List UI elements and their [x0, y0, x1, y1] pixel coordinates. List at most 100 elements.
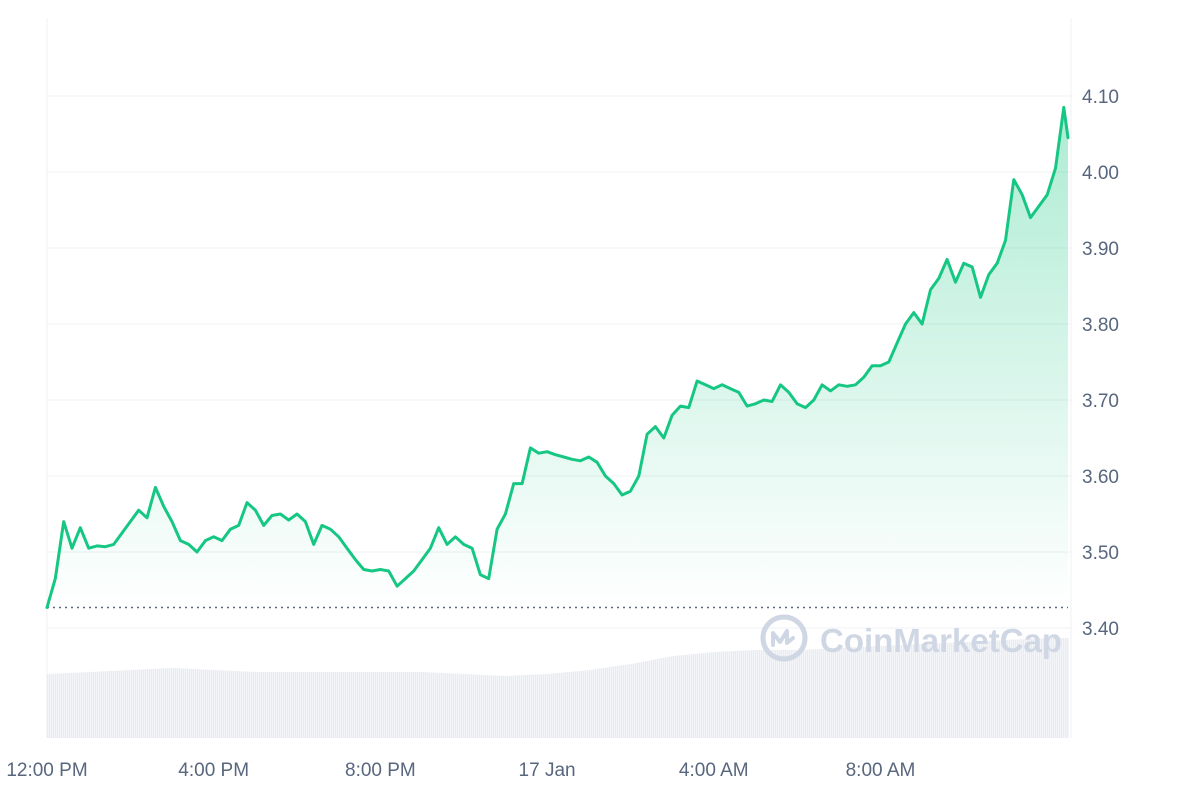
volume-bar [941, 643, 943, 738]
volume-bar [715, 651, 717, 738]
volume-bar [49, 673, 51, 738]
volume-bar [405, 672, 407, 738]
volume-bar [181, 668, 183, 738]
volume-bar [607, 667, 609, 738]
volume-bar [565, 672, 567, 738]
volume-bar [811, 649, 813, 738]
volume-bar [453, 673, 455, 738]
volume-bar [189, 668, 191, 738]
volume-bar [101, 671, 103, 738]
volume-bar [691, 654, 693, 738]
volume-bar [289, 672, 291, 738]
volume-bar [105, 671, 107, 738]
volume-bar [605, 667, 607, 738]
volume-bar [729, 651, 731, 738]
volume-bar [823, 648, 825, 738]
volume-bar [229, 670, 231, 738]
volume-bar [657, 658, 659, 738]
volume-bar [853, 647, 855, 738]
volume-bar [869, 646, 871, 738]
volume-bar [695, 653, 697, 738]
volume-bar [415, 672, 417, 738]
volume-bar [649, 660, 651, 738]
volume-bar [671, 656, 673, 738]
volume-bar [353, 672, 355, 738]
volume-bar [683, 654, 685, 738]
volume-bar [237, 671, 239, 738]
volume-bar [417, 672, 419, 738]
volume-bar [241, 671, 243, 738]
volume-bar [753, 650, 755, 738]
volume-bar [1001, 640, 1003, 738]
volume-bar [541, 674, 543, 738]
volume-bar [675, 655, 677, 738]
volume-bar [553, 673, 555, 738]
volume-bar [57, 673, 59, 738]
volume-bar [131, 669, 133, 738]
volume-bar [909, 644, 911, 738]
volume-bar [211, 669, 213, 738]
volume-bar [495, 675, 497, 738]
volume-bar [407, 672, 409, 738]
volume-bar [885, 645, 887, 738]
volume-bar [875, 646, 877, 738]
volume-bar [971, 641, 973, 738]
volume-bar [845, 647, 847, 738]
volume-bar [743, 650, 745, 738]
volume-bar [985, 640, 987, 738]
volume-bar [679, 655, 681, 738]
volume-bar [379, 672, 381, 738]
volume-bar [559, 672, 561, 738]
volume-bar [97, 671, 99, 738]
volume-bar [283, 672, 285, 738]
volume-bar [893, 645, 895, 738]
volume-bar [959, 642, 961, 738]
volume-bar [465, 674, 467, 738]
volume-bar [841, 647, 843, 738]
volume-bar [773, 650, 775, 738]
volume-bar [157, 668, 159, 738]
volume-bar [791, 650, 793, 738]
volume-bar [709, 652, 711, 738]
volume-bar [127, 670, 129, 738]
volume-bar [89, 671, 91, 738]
volume-bar [1035, 638, 1037, 738]
volume-bar [635, 663, 637, 738]
volume-bar [505, 675, 507, 738]
volume-bar [1049, 638, 1051, 738]
volume-bar [155, 668, 157, 738]
volume-bar [455, 673, 457, 738]
volume-bar [477, 674, 479, 738]
volume-bar [511, 675, 513, 738]
volume-bar [209, 669, 211, 738]
volume-bar [485, 675, 487, 738]
volume-bar [855, 647, 857, 738]
volume-bar [473, 674, 475, 738]
volume-bar [369, 672, 371, 738]
volume-bar [143, 669, 145, 738]
volume-bar [703, 653, 705, 738]
volume-bar [651, 660, 653, 738]
volume-bar [285, 672, 287, 738]
volume-bar [425, 672, 427, 738]
volume-bar [373, 672, 375, 738]
volume-bar [615, 666, 617, 738]
volume-bar [527, 674, 529, 738]
volume-bar [663, 657, 665, 738]
volume-bar [163, 668, 165, 738]
volume-bar [1037, 638, 1039, 738]
volume-bar [591, 669, 593, 738]
volume-bar [755, 650, 757, 738]
volume-bar [193, 669, 195, 738]
volume-bar [287, 672, 289, 738]
volume-bar [999, 640, 1001, 738]
volume-bar [639, 662, 641, 738]
volume-bar [201, 669, 203, 738]
volume-bar [309, 672, 311, 738]
volume-bar [549, 673, 551, 738]
volume-bar [977, 641, 979, 738]
volume-bar [749, 650, 751, 738]
volume-bar [165, 668, 167, 738]
volume-bar [451, 673, 453, 738]
volume-bar [563, 672, 565, 738]
